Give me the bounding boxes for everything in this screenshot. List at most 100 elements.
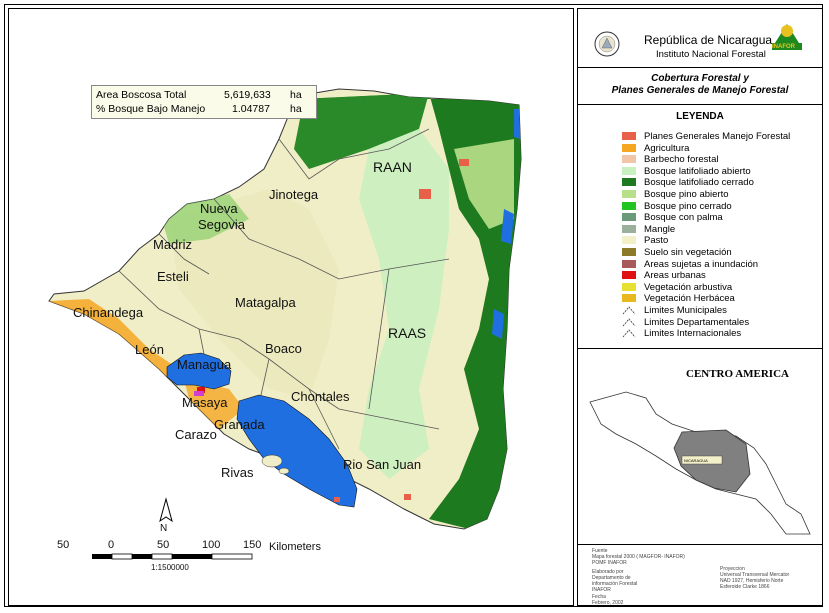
legend-label: Bosque pino cerrado (644, 200, 732, 212)
scale-tick-4: 150 (243, 539, 262, 551)
legend-label: Bosque pino abierto (644, 189, 729, 200)
legend-label: Limites Departamentales (644, 316, 750, 328)
label-masaya: Masaya (182, 395, 228, 410)
legend-swatch (622, 166, 636, 175)
map-frame: Area Boscosa Total 5,619,633 ha % Bosque… (8, 8, 574, 606)
island-small (278, 467, 290, 475)
scale-unit: Kilometers (269, 541, 321, 553)
legend-swatch (622, 306, 636, 315)
legend-swatch (622, 259, 636, 268)
legend-swatch (622, 190, 636, 198)
side-panel: República de Nicaragua Instituto Naciona… (577, 8, 823, 606)
footer-proy-1: Proyeccion (720, 566, 745, 572)
island-ometepe (261, 454, 283, 468)
map-subtitle: Cobertura Forestal y Planes Generales de… (578, 67, 822, 105)
label-granada: Granada (214, 417, 265, 432)
legend-label: Bosque latifoliado abierto (644, 165, 751, 177)
lake-nicaragua (236, 394, 358, 508)
legend: LEYENDA Planes Generales Manejo Forestal… (578, 105, 822, 349)
legend-label: Areas sujetas a inundación (644, 258, 759, 270)
scale-tick-2: 50 (157, 539, 170, 551)
legend-label: Vegetación Herbácea (644, 293, 735, 305)
footer-proy-3: NAD 1927, Hemisferio Norte (720, 578, 784, 584)
footer: Fuente Mapa forestal 2000 ( MAGFOR- INAF… (578, 544, 822, 606)
footer-proy-2: Universal Transversal Mercator (720, 572, 790, 578)
nicaragua-map (48, 88, 522, 560)
north-label: N (160, 523, 168, 534)
footer-fuente-2: POMF INAFOR (592, 560, 627, 566)
legend-swatch (622, 317, 636, 326)
subtitle-line2: Planes Generales de Manejo Forestal (611, 85, 789, 96)
legend-label: Suelo sin vegetación (644, 247, 732, 258)
legend-swatch (622, 248, 636, 256)
scale-tick-3: 100 (202, 539, 221, 551)
legend-label: Bosque latifoliado cerrado (644, 177, 754, 189)
legend-swatch (622, 271, 636, 280)
management-plans (334, 159, 469, 502)
legend-label: Planes Generales Manejo Forestal (644, 131, 791, 142)
legend-label: Barbecho forestal (644, 154, 719, 166)
scale-bar (92, 553, 253, 560)
label-rivas: Rivas (221, 465, 254, 480)
label-matagalpa: Matagalpa (235, 295, 296, 310)
managed-unit: ha (290, 103, 302, 115)
legend-swatch (622, 294, 636, 303)
legend-label: Limites Internacionales (644, 328, 742, 340)
legend-swatch (622, 178, 636, 187)
footer-proy-4: Esferoide Clarke 1866 (720, 584, 770, 590)
lagoon-east-1 (501, 209, 514, 244)
ca-map: NICARAGUA (589, 391, 811, 535)
lagoon-east-3 (514, 109, 521, 139)
footer-elaborado-2: Departamento de (592, 575, 631, 581)
footer-elaborado-1: Elaborado por (592, 569, 624, 575)
legend-swatch (622, 224, 636, 233)
legend-swatch (622, 143, 636, 152)
urban-violet (194, 391, 204, 396)
label-boaco: Boaco (265, 341, 302, 356)
central-america-inset: CENTRO AMERICA NICARAGUA (578, 348, 822, 545)
label-nueva: Nueva (200, 201, 238, 216)
managed-value: 1.04787 (232, 103, 270, 115)
scale-tick-0: 50 (57, 539, 70, 551)
legend-label: Pasto (644, 235, 669, 247)
managed-label: % Bosque Bajo Manejo (96, 103, 206, 115)
label-raas: RAAS (388, 325, 427, 341)
legend-label: Limites Municipales (644, 305, 727, 316)
label-carazo: Carazo (175, 427, 217, 442)
header-institute: Instituto Nacional Forestal (656, 49, 766, 60)
ca-title: CENTRO AMERICA (686, 368, 789, 380)
area-total-label: Area Boscosa Total (96, 89, 187, 101)
footer-fecha-1: Fecha (592, 594, 606, 600)
forest-area-box: Area Boscosa Total 5,619,633 ha % Bosque… (91, 85, 317, 119)
scale-tick-1: 0 (108, 539, 115, 551)
nicaragua-seal-icon (594, 31, 620, 57)
subtitle-line1: Cobertura Forestal y (651, 73, 749, 84)
ca-label-box (681, 455, 723, 465)
area-total-value: 5,619,633 (224, 89, 271, 101)
scale-ratio: 1:1500000 (151, 563, 189, 572)
legend-swatch (622, 132, 636, 140)
pasture-interior (169, 189, 339, 399)
label-leon: León (135, 342, 164, 357)
forest-abierto-region (359, 129, 449, 479)
footer-fecha-2: Febrero, 2002 (592, 600, 624, 606)
label-segovia: Segovia (198, 217, 245, 232)
header-country: República de Nicaragua (644, 33, 773, 47)
legend-swatch (622, 201, 636, 210)
legend-swatch (622, 236, 636, 245)
label-esteli: Esteli (157, 269, 189, 284)
legend-title: LEYENDA (676, 111, 724, 122)
inafor-logo-text: INAFOR (772, 44, 795, 50)
label-managua: Managua (177, 357, 232, 372)
label-madriz: Madriz (153, 237, 193, 252)
forest-cerrado-region (299, 93, 521, 529)
footer-fuente-1: Mapa forestal 2000 ( MAGFOR- INAFOR) (592, 554, 685, 560)
inafor-logo-icon (772, 24, 802, 50)
label-jinotega: Jinotega (269, 187, 319, 202)
legend-swatch (622, 155, 636, 164)
ca-nicaragua-label: NICARAGUA (684, 458, 708, 463)
label-chontales: Chontales (291, 389, 350, 404)
urban-managua (197, 387, 205, 393)
label-raan: RAAN (373, 159, 412, 175)
header: República de Nicaragua Instituto Naciona… (578, 9, 822, 68)
